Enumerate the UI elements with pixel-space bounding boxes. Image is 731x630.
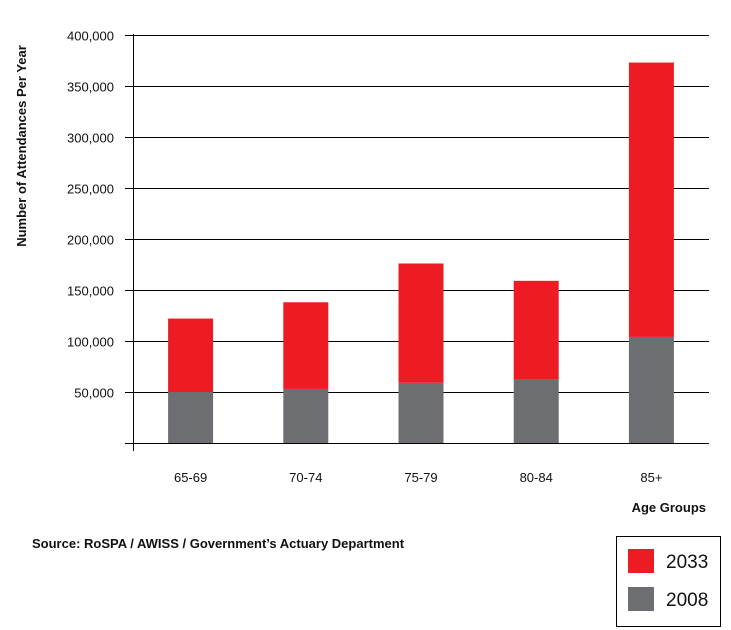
- y-tick-label: 100,000: [67, 335, 114, 350]
- legend-swatch-2033: [628, 549, 654, 573]
- axes: [125, 34, 709, 451]
- y-tick-label: 250,000: [67, 182, 114, 197]
- y-tick-label: 200,000: [67, 233, 114, 248]
- bar-2033: [513, 280, 559, 380]
- x-tick-label: 65-69: [174, 470, 207, 485]
- y-tick-label: 300,000: [67, 131, 114, 146]
- x-tick-labels: 65-69 70-74 75-79 80-84 85+: [174, 470, 662, 485]
- bar-2033: [283, 302, 329, 389]
- y-tick-labels: 50,000 100,000 150,000 200,000 250,000 300,00…: [67, 29, 114, 401]
- y-axis-title: Number of Attendances Per Year: [14, 45, 29, 247]
- legend-swatch-2008: [628, 587, 654, 611]
- bar-2008: [513, 379, 559, 443]
- y-tick-label: 50,000: [74, 386, 114, 401]
- bar-2033: [168, 318, 214, 392]
- source-note: Source: RoSPA / AWISS / Government’s Act…: [32, 536, 405, 551]
- legend-label-2008: 2008: [666, 590, 708, 611]
- x-tick-label: 70-74: [289, 470, 322, 485]
- bar-2008: [398, 382, 444, 443]
- x-tick-label: 75-79: [404, 470, 437, 485]
- bars: [168, 62, 674, 443]
- legend: 2033 2008: [616, 536, 721, 627]
- y-tick-label: 150,000: [67, 284, 114, 299]
- bar-2008: [168, 392, 214, 443]
- bar-2033: [628, 62, 674, 337]
- legend-label-2033: 2033: [666, 552, 708, 573]
- y-tick-label: 400,000: [67, 29, 114, 44]
- bar-2033: [398, 263, 444, 383]
- x-tick-label: 80-84: [520, 470, 553, 485]
- bar-2008: [628, 336, 674, 443]
- x-axis-title: Age Groups: [632, 500, 706, 515]
- y-tick-label: 350,000: [67, 80, 114, 95]
- x-tick-label: 85+: [640, 470, 662, 485]
- bar-2008: [283, 388, 329, 443]
